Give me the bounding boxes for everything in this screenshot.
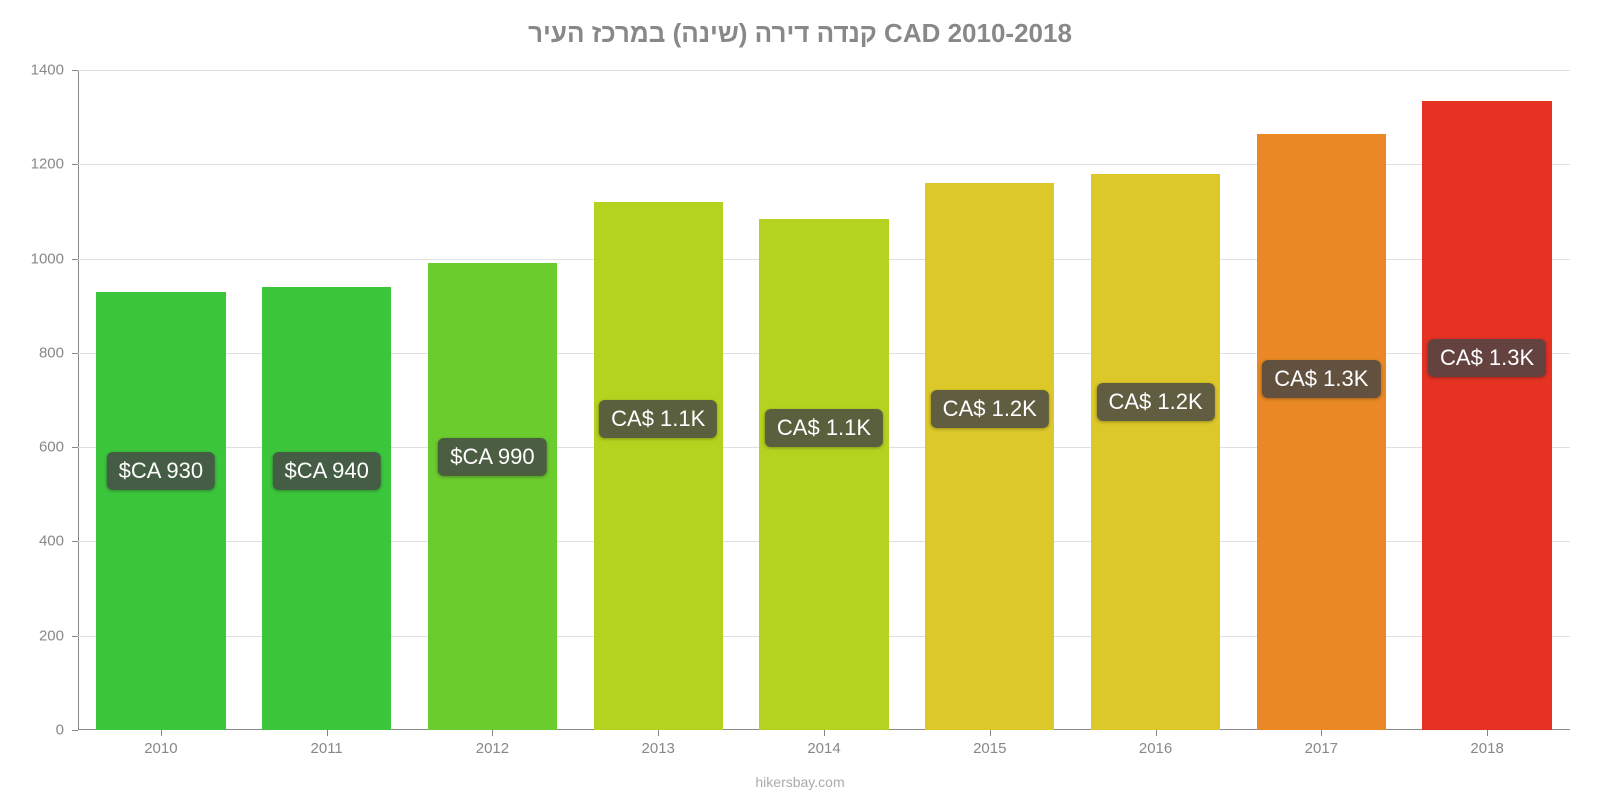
- x-tick: [1156, 730, 1157, 736]
- chart-title: קנדה דירה (שינה) במרכז העיר CAD 2010-201…: [0, 0, 1600, 49]
- x-tick-label: 2014: [807, 740, 840, 757]
- bar: [759, 219, 888, 731]
- bar: [1091, 174, 1220, 730]
- x-tick: [990, 730, 991, 736]
- gridline: [78, 70, 1570, 71]
- y-axis-line: [78, 70, 79, 730]
- bar-value-label: CA$ 1.3K: [1262, 360, 1380, 398]
- x-tick: [824, 730, 825, 736]
- y-tick-label: 0: [56, 722, 64, 739]
- plot-area: $CA 930 $CA 940 $CA 990 CA$ 1.1K CA$ 1.1K CA$…: [78, 70, 1570, 730]
- bar: [428, 263, 557, 730]
- bar-value-label: $CA 930: [107, 452, 215, 490]
- x-tick: [492, 730, 493, 736]
- x-tick: [1321, 730, 1322, 736]
- y-tick: [72, 541, 78, 542]
- x-tick: [327, 730, 328, 736]
- y-tick: [72, 353, 78, 354]
- x-tick-label: 2010: [144, 740, 177, 757]
- x-tick-label: 2016: [1139, 740, 1172, 757]
- y-tick-label: 1400: [31, 62, 64, 79]
- y-tick: [72, 730, 78, 731]
- y-tick: [72, 447, 78, 448]
- bar-value-label: CA$ 1.2K: [931, 390, 1049, 428]
- attribution: hikersbay.com: [0, 774, 1600, 790]
- bar-chart: קנדה דירה (שינה) במרכז העיר CAD 2010-201…: [0, 0, 1600, 800]
- bar: [262, 287, 391, 730]
- y-tick-label: 200: [39, 627, 64, 644]
- bar: [96, 292, 225, 730]
- bar: [1422, 101, 1551, 730]
- y-tick: [72, 259, 78, 260]
- x-tick: [658, 730, 659, 736]
- x-tick-label: 2015: [973, 740, 1006, 757]
- y-tick-label: 1200: [31, 156, 64, 173]
- y-tick-label: 600: [39, 439, 64, 456]
- bar-value-label: $CA 940: [272, 452, 380, 490]
- y-tick: [72, 636, 78, 637]
- y-tick: [72, 70, 78, 71]
- bar-value-label: CA$ 1.3K: [1428, 339, 1546, 377]
- bar: [925, 183, 1054, 730]
- x-tick: [161, 730, 162, 736]
- bar-value-label: $CA 990: [438, 438, 546, 476]
- y-tick-label: 400: [39, 533, 64, 550]
- y-tick-label: 800: [39, 344, 64, 361]
- x-axis-labels: 2010 2011 2012 2013 2014 2015 2016 2017 2018: [78, 740, 1570, 760]
- x-tick-label: 2018: [1470, 740, 1503, 757]
- x-tick-label: 2011: [311, 740, 343, 757]
- x-tick-label: 2017: [1305, 740, 1338, 757]
- bar-value-label: CA$ 1.2K: [1096, 383, 1214, 421]
- x-tick-label: 2012: [476, 740, 509, 757]
- x-tick: [1487, 730, 1488, 736]
- y-axis-labels: 0200400600800100012001400: [0, 70, 72, 730]
- bar: [594, 202, 723, 730]
- bar-value-label: CA$ 1.1K: [599, 400, 717, 438]
- y-tick-label: 1000: [31, 250, 64, 267]
- x-tick-label: 2013: [642, 740, 675, 757]
- bar-value-label: CA$ 1.1K: [765, 409, 883, 447]
- y-tick: [72, 164, 78, 165]
- bar: [1257, 134, 1386, 730]
